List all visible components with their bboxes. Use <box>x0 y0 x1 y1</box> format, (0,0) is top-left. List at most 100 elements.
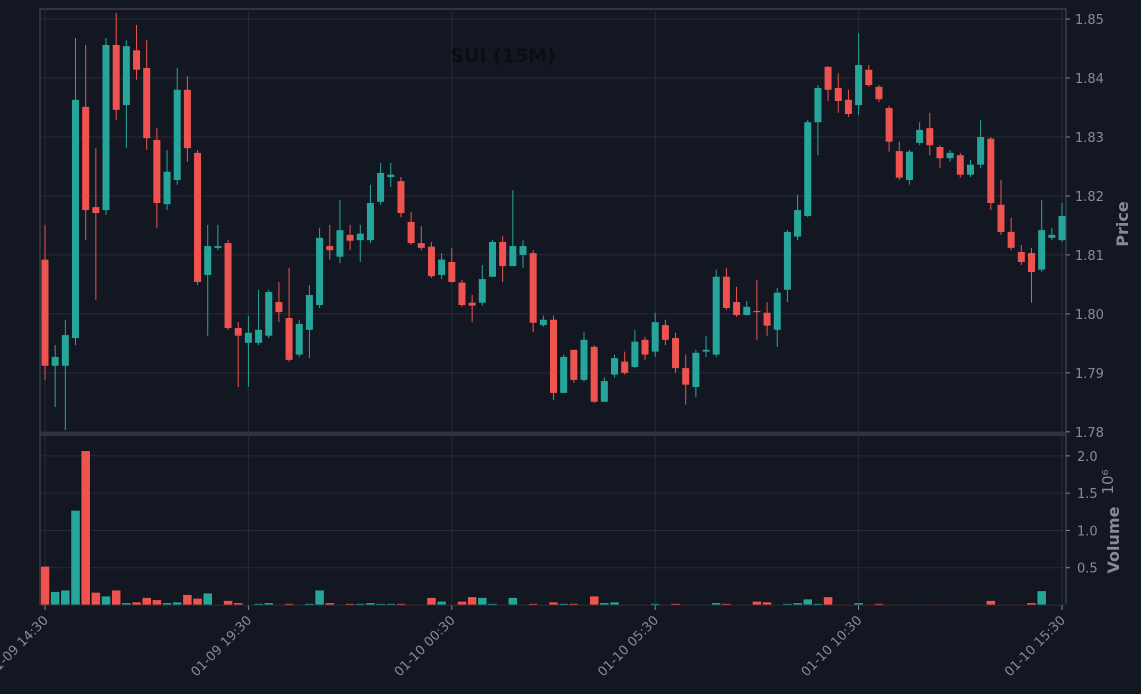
candle-body <box>295 323 303 355</box>
volume-bar <box>975 603 986 606</box>
volume-bar <box>640 603 650 606</box>
volume-bar <box>558 603 569 606</box>
volume-bar <box>314 589 325 606</box>
volume-bar <box>772 603 783 606</box>
volume-bar <box>426 597 437 606</box>
candle-body <box>570 349 578 380</box>
candle-body <box>529 253 537 323</box>
volume-bar <box>1057 603 1067 606</box>
candle-body <box>651 322 659 352</box>
volume-panel <box>39 434 1067 606</box>
candle-body <box>794 210 802 237</box>
candle-body <box>417 243 425 248</box>
candle-body <box>905 151 913 181</box>
volume-bar <box>701 603 711 606</box>
candle-body <box>712 276 720 355</box>
candle-body <box>1007 231 1015 248</box>
candle-body <box>875 86 883 100</box>
volume-bar <box>467 596 478 606</box>
volume-bar <box>802 598 813 606</box>
candle-body <box>82 106 90 211</box>
candle-body <box>946 152 954 159</box>
candle-body <box>977 136 985 165</box>
candle-body <box>448 261 456 283</box>
volume-bar <box>457 600 467 606</box>
candle-body <box>377 172 385 202</box>
candle-body <box>987 138 995 204</box>
volume-bar <box>751 600 762 606</box>
candle-body <box>468 302 476 306</box>
marks <box>40 13 1067 606</box>
volume-bar <box>619 603 630 606</box>
candle-body <box>1058 215 1066 241</box>
candle-body <box>366 203 374 241</box>
candle-body <box>824 66 832 90</box>
x-tick-label: 01-09 14:30 <box>0 613 52 680</box>
volume-bar <box>355 603 366 606</box>
candle-body <box>336 230 344 257</box>
candle-body <box>631 341 639 367</box>
candle-body <box>316 237 324 306</box>
volume-bar <box>141 597 152 606</box>
candle-body <box>916 129 924 143</box>
candle-body <box>143 67 151 139</box>
candle-body <box>326 246 334 251</box>
candle-body <box>499 241 507 267</box>
volume-bar <box>60 589 71 606</box>
volume-bar <box>782 603 793 606</box>
volume-bar <box>284 603 294 606</box>
volume-bar <box>416 603 427 606</box>
candle-body <box>560 356 568 393</box>
volume-bar <box>711 602 722 606</box>
candle-body <box>753 310 761 313</box>
candle-body <box>153 139 161 204</box>
candle-body <box>580 339 588 380</box>
candle-body <box>509 246 517 267</box>
candle-body <box>722 276 730 308</box>
volume-bar <box>335 603 345 606</box>
volume-bar <box>172 601 183 606</box>
volume-bar <box>182 594 193 606</box>
volume-bar <box>263 602 274 606</box>
x-tick-label: 01-10 00:30 <box>392 613 459 680</box>
volume-bar <box>101 595 111 606</box>
volume-bar <box>650 603 661 606</box>
volume-bar <box>609 601 620 606</box>
candle-body <box>133 50 141 70</box>
candle-body <box>733 302 741 316</box>
volume-bar <box>589 595 600 606</box>
candle-body <box>855 65 863 106</box>
candle-body <box>926 128 934 146</box>
volume-bar <box>202 592 213 606</box>
y-tick-label: 1.80 <box>1075 308 1104 323</box>
volume-bar <box>1006 603 1017 606</box>
volume-bar <box>50 591 61 606</box>
candle-body <box>1038 230 1046 270</box>
volume-bar <box>385 603 396 606</box>
candle-body <box>590 346 598 402</box>
volume-bar <box>1026 602 1037 606</box>
volume-bar <box>863 603 874 606</box>
candle-body <box>204 246 212 275</box>
volume-bar <box>253 603 264 606</box>
volume-bar <box>345 603 355 606</box>
volume-bar <box>304 603 315 606</box>
volume-bar <box>294 603 305 606</box>
volume-bar <box>853 602 864 606</box>
candle-body <box>844 99 852 114</box>
candle-body <box>427 246 435 277</box>
volume-bar <box>884 603 895 606</box>
candle-body <box>641 339 649 355</box>
volume-bar <box>762 601 772 606</box>
candle-body <box>438 259 446 275</box>
candle-body <box>194 152 202 283</box>
candle-body <box>743 306 751 316</box>
volume-bar <box>568 603 579 606</box>
volume-bar <box>548 601 559 606</box>
candle-body <box>265 292 273 336</box>
volume-bar <box>70 510 81 606</box>
volume-bar <box>436 600 447 606</box>
volume-bar <box>243 603 254 606</box>
candle-body <box>814 88 822 123</box>
